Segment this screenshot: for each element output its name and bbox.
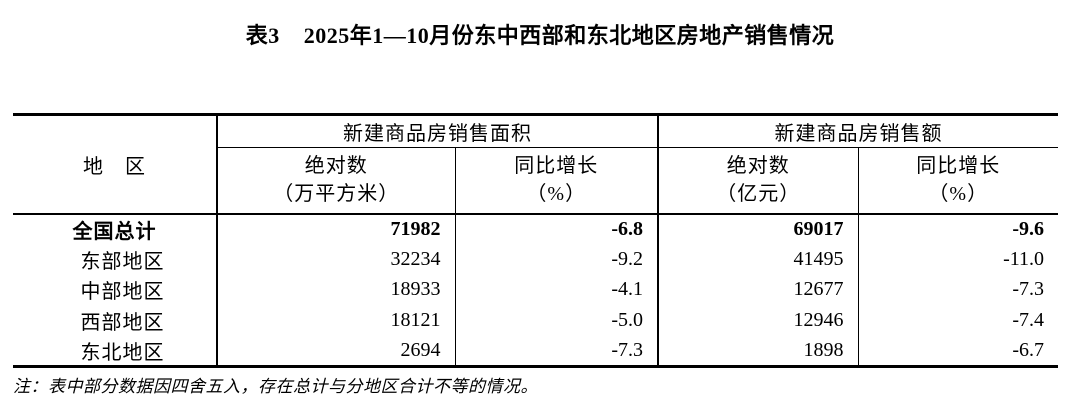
area-absolute-value: 2694 [217, 335, 456, 367]
regional-sales-table: 地 区 新建商品房销售面积 新建商品房销售额 绝对数 （万平方米） 同比增长 （… [13, 113, 1058, 368]
table-row-northeast: 东北地区 2694 -7.3 1898 -6.7 [13, 335, 1058, 367]
region-label: 全国总计 [13, 213, 218, 245]
header-line1: 绝对数 [726, 155, 790, 178]
area-absolute-value: 18121 [217, 305, 456, 336]
header-area-absolute: 绝对数 （万平方米） [217, 147, 456, 215]
group-header-row: 地 区 新建商品房销售面积 新建商品房销售额 [13, 114, 1058, 215]
table-row-national-total: 全国总计 71982 -6.8 69017 -9.6 [13, 213, 1058, 245]
area-growth-value: -6.8 [455, 213, 659, 245]
area-growth-value: -9.2 [455, 244, 659, 275]
header-line1: 同比增长 [514, 155, 599, 178]
sales-absolute-value: 12946 [658, 305, 859, 336]
sales-absolute-value: 69017 [658, 213, 859, 245]
sales-absolute-value: 41495 [658, 244, 859, 275]
sales-absolute-value: 12677 [658, 274, 859, 306]
sales-growth-value: -7.4 [1012, 309, 1044, 332]
header-value-absolute: 绝对数 （亿元） [658, 147, 859, 215]
area-absolute-value: 71982 [217, 213, 456, 245]
sub-header-row: 绝对数 （万平方米） 同比增长 （%） 绝对数 （亿元） 同比增长 （%） [13, 147, 1058, 215]
table-row-west: 西部地区 18121 -5.0 12946 -7.4 [13, 305, 1058, 336]
area-absolute-value: 18933 [217, 274, 456, 306]
header-line2: （%） [526, 183, 587, 206]
sales-absolute-value: 1898 [658, 335, 859, 367]
region-label: 东部地区 [13, 244, 218, 275]
header-line2: （万平方米） [273, 183, 400, 206]
sales-growth-value: -6.7 [1012, 338, 1044, 361]
header-line1: 绝对数 [304, 155, 368, 178]
area-growth-value: -7.3 [455, 335, 659, 367]
sales-growth-value: -7.3 [1012, 278, 1044, 301]
region-label: 中部地区 [13, 274, 218, 306]
page-title: 表3 2025年1—10月份东中西部和东北地区房地产销售情况 [0, 18, 1080, 50]
area-growth-value: -5.0 [455, 305, 659, 336]
title-text: 2025年1—10月份东中西部和东北地区房地产销售情况 [303, 23, 835, 48]
region-column-header: 地 区 [13, 114, 218, 215]
area-growth-value: -4.1 [455, 274, 659, 306]
group-header-sales-value: 新建商品房销售额 [658, 114, 1058, 148]
header-line2: （%） [928, 183, 989, 206]
footnote: 注：表中部分数据因四舍五入，存在总计与分地区合计不等的情况。 [13, 377, 538, 396]
table-number: 表3 [245, 23, 280, 48]
header-area-growth: 同比增长 （%） [455, 147, 659, 215]
header-line2: （亿元） [716, 183, 801, 206]
region-label: 东北地区 [13, 335, 218, 367]
sales-growth-value: -9.6 [1012, 217, 1044, 240]
table-row-central: 中部地区 18933 -4.1 12677 -7.3 [13, 274, 1058, 306]
header-line1: 同比增长 [916, 155, 1001, 178]
sales-growth-value: -11.0 [1003, 247, 1044, 270]
group-header-sales-area: 新建商品房销售面积 [217, 114, 659, 148]
table-row-east: 东部地区 32234 -9.2 41495 -11.0 [13, 244, 1058, 275]
header-value-growth: 同比增长 （%） [858, 147, 1058, 215]
area-absolute-value: 32234 [217, 244, 456, 275]
region-label: 西部地区 [13, 305, 218, 336]
